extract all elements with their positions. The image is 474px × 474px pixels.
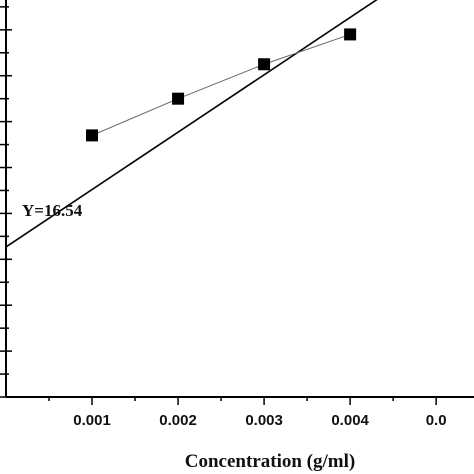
x-tick-label: 0.0 — [426, 412, 447, 429]
x-tick-label: 0.001 — [73, 412, 111, 429]
x-tick-label: 0.004 — [331, 412, 369, 429]
data-point — [344, 28, 357, 41]
data-points — [86, 28, 357, 142]
x-tick-labels: 0.001 0.002 0.003 0.004 0.0 — [73, 412, 446, 429]
data-point — [172, 92, 185, 105]
axes — [0, 0, 474, 405]
intercept-annotation: Y=16.54 — [22, 201, 83, 220]
x-tick-label: 0.003 — [245, 412, 283, 429]
fit-line-group — [5, 0, 378, 248]
x-tick-label: 0.002 — [159, 412, 197, 429]
fit-line — [5, 0, 378, 248]
x-axis-title: Concentration (g/ml) — [185, 451, 355, 472]
data-point — [258, 58, 271, 71]
series-connector — [91, 33, 351, 136]
data-point — [86, 129, 99, 142]
